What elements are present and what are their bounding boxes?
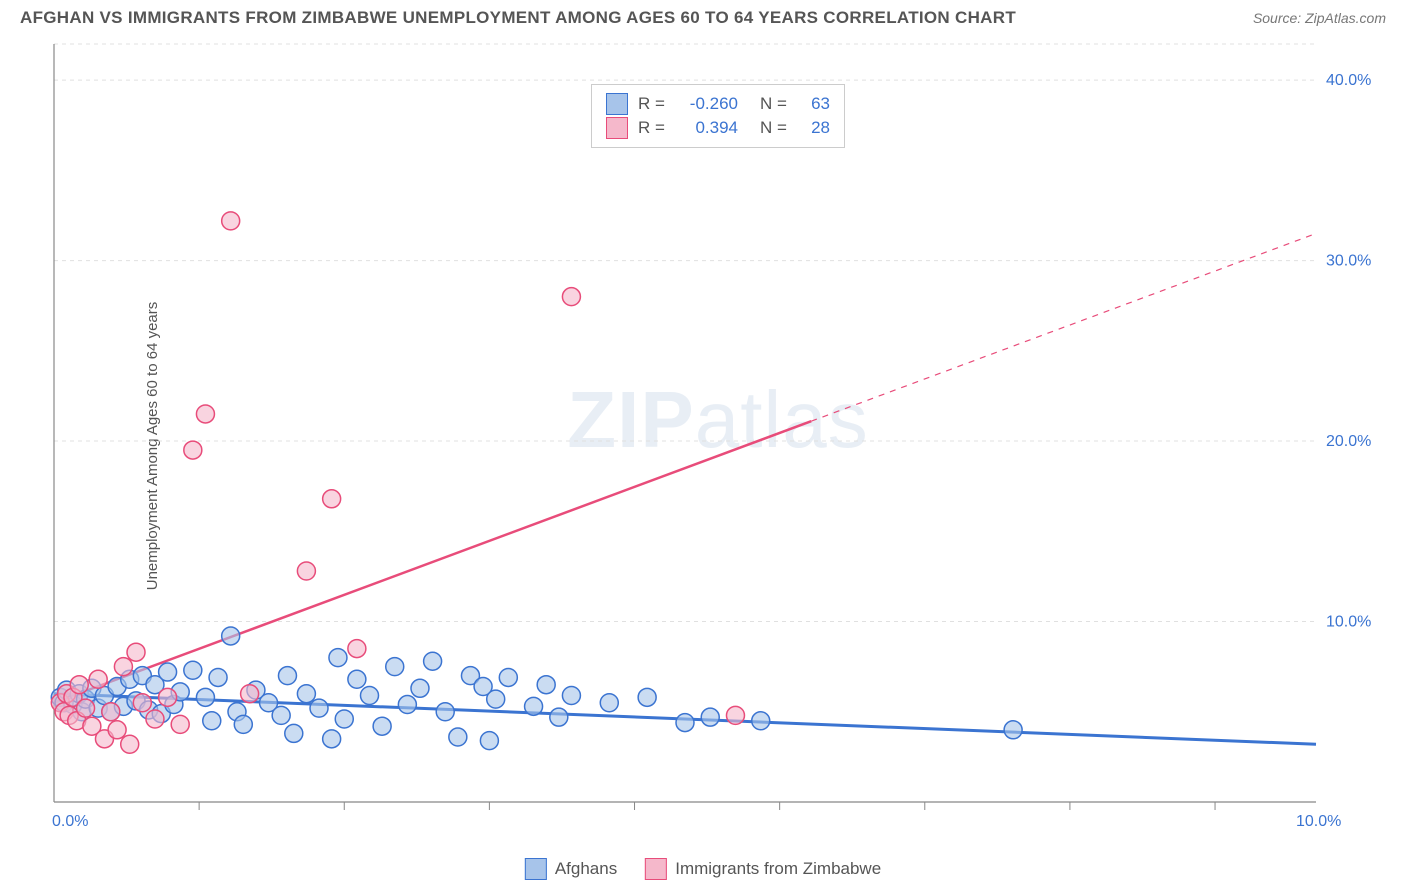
data-point — [241, 685, 259, 703]
data-point — [348, 640, 366, 658]
title-bar: AFGHAN VS IMMIGRANTS FROM ZIMBABWE UNEMP… — [0, 0, 1406, 32]
data-point — [323, 490, 341, 508]
legend-stats-box: R = -0.260 N = 63 R = 0.394 N = 28 — [591, 84, 845, 148]
data-point — [114, 658, 132, 676]
data-point — [525, 697, 543, 715]
data-point — [77, 699, 95, 717]
data-point — [297, 562, 315, 580]
data-point — [89, 670, 107, 688]
data-point — [285, 724, 303, 742]
data-point — [171, 715, 189, 733]
data-point — [196, 405, 214, 423]
data-point — [133, 694, 151, 712]
data-point — [209, 668, 227, 686]
legend-stats-row: R = 0.394 N = 28 — [606, 117, 830, 139]
data-point — [159, 663, 177, 681]
legend-label: Afghans — [555, 859, 617, 879]
bottom-legend-item: Immigrants from Zimbabwe — [645, 858, 881, 880]
y-tick-label: 10.0% — [1326, 614, 1371, 631]
data-point — [203, 712, 221, 730]
data-point — [676, 714, 694, 732]
data-point — [386, 658, 404, 676]
data-point — [424, 652, 442, 670]
y-tick-label: 20.0% — [1326, 433, 1371, 450]
x-tick-label: 10.0% — [1296, 813, 1341, 830]
chart-title: AFGHAN VS IMMIGRANTS FROM ZIMBABWE UNEMP… — [20, 8, 1016, 28]
data-point — [373, 717, 391, 735]
data-point — [701, 708, 719, 726]
data-point — [222, 627, 240, 645]
data-point — [436, 703, 454, 721]
data-point — [310, 699, 328, 717]
legend-swatch — [606, 117, 628, 139]
stat-n-value: 28 — [800, 118, 830, 138]
source-label: Source: ZipAtlas.com — [1253, 10, 1386, 26]
data-point — [1004, 721, 1022, 739]
stat-r-label: R = — [638, 118, 668, 138]
stat-n-label: N = — [760, 118, 790, 138]
data-point — [159, 688, 177, 706]
data-point — [411, 679, 429, 697]
data-point — [146, 710, 164, 728]
bottom-legend-item: Afghans — [525, 858, 617, 880]
data-point — [499, 668, 517, 686]
bottom-legend: Afghans Immigrants from Zimbabwe — [525, 858, 881, 880]
data-point — [449, 728, 467, 746]
data-point — [726, 706, 744, 724]
legend-swatch — [606, 93, 628, 115]
data-point — [361, 687, 379, 705]
data-point — [272, 706, 290, 724]
data-point — [108, 721, 126, 739]
data-point — [487, 690, 505, 708]
data-point — [297, 685, 315, 703]
legend-label: Immigrants from Zimbabwe — [675, 859, 881, 879]
data-point — [70, 676, 88, 694]
scatter-chart: 10.0% 20.0% 30.0% 40.0% 0.0% 10.0% — [50, 40, 1386, 832]
data-point — [398, 696, 416, 714]
stat-r-value: -0.260 — [678, 94, 738, 114]
data-point — [234, 715, 252, 733]
data-point — [127, 643, 145, 661]
stat-r-label: R = — [638, 94, 668, 114]
data-point — [480, 732, 498, 750]
data-point — [348, 670, 366, 688]
data-point — [278, 667, 296, 685]
stat-r-value: 0.394 — [678, 118, 738, 138]
data-point — [323, 730, 341, 748]
y-tick-label: 30.0% — [1326, 253, 1371, 270]
data-point — [102, 703, 120, 721]
x-tick-label: 0.0% — [52, 813, 88, 830]
data-point — [222, 212, 240, 230]
data-point — [196, 688, 214, 706]
stat-n-label: N = — [760, 94, 790, 114]
data-point — [184, 661, 202, 679]
data-point — [121, 735, 139, 753]
data-point — [600, 694, 618, 712]
data-point — [329, 649, 347, 667]
data-point — [752, 712, 770, 730]
data-point — [562, 288, 580, 306]
data-point — [335, 710, 353, 728]
y-tick-label: 40.0% — [1326, 72, 1371, 89]
chart-area: ZIPatlas 10.0%20.0%30.0%40.0%0.0%10.0% R… — [50, 40, 1386, 832]
data-point — [562, 687, 580, 705]
data-point — [184, 441, 202, 459]
data-point — [638, 688, 656, 706]
data-point — [550, 708, 568, 726]
legend-swatch — [645, 858, 667, 880]
legend-stats-row: R = -0.260 N = 63 — [606, 93, 830, 115]
stat-n-value: 63 — [800, 94, 830, 114]
data-point — [537, 676, 555, 694]
legend-swatch — [525, 858, 547, 880]
